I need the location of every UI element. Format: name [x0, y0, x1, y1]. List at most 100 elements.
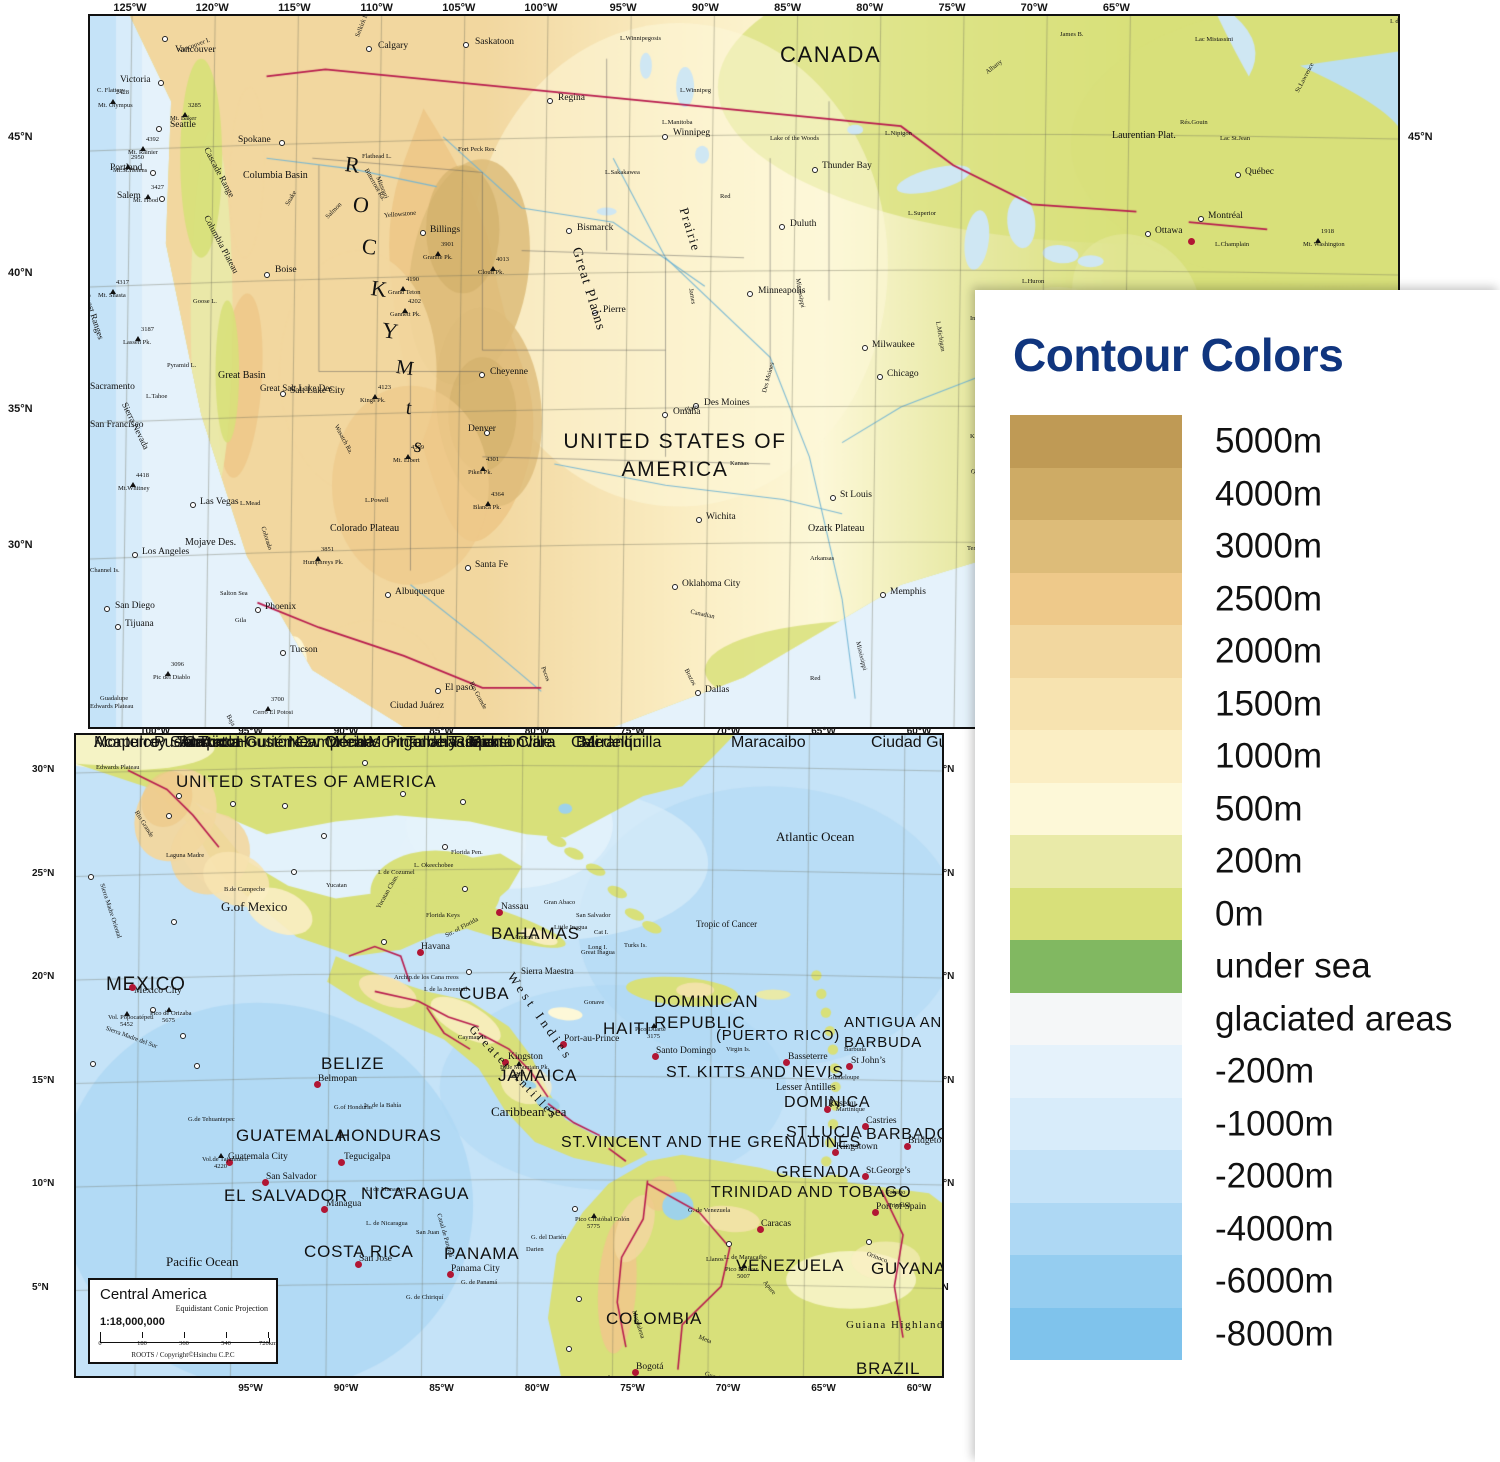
scale-tick-label: 0: [98, 1340, 102, 1347]
map-label: Chicago: [887, 369, 919, 379]
city-marker: [1198, 216, 1204, 222]
city-marker: [190, 502, 196, 508]
map-label: Tropic of Cancer: [696, 919, 758, 929]
legend-row: 1000m: [1010, 730, 1480, 783]
map-label: San Salvador: [266, 1172, 317, 1182]
longitude-label: 65°W: [1102, 2, 1130, 14]
map-label: Seattle: [170, 120, 196, 130]
city-marker: [90, 1061, 96, 1067]
map-label: I. de la Juventud: [424, 986, 467, 993]
map-label: Snake: [284, 189, 299, 207]
map-label: 4202: [408, 298, 421, 305]
map-label: L. de Managua: [366, 1186, 406, 1193]
legend-color-swatch: [1010, 835, 1182, 888]
longitude-label: 75°W: [938, 2, 966, 14]
map-label: REPUBLIC: [654, 1013, 746, 1032]
city-marker: [592, 310, 598, 316]
scale-tick: [268, 1332, 269, 1338]
map-label: Tampico: [176, 734, 236, 751]
map-label: Long I.: [588, 944, 608, 951]
longitude-label: 80°W: [524, 726, 550, 737]
map-label: Wichita: [706, 512, 736, 522]
map-label: BAHAMAS: [491, 924, 580, 943]
map-label: Red: [810, 675, 821, 682]
map-label: Pic del Diablo: [153, 674, 191, 681]
map-label: Rio Grande: [132, 809, 155, 839]
map-label: Ciudad Juárez: [390, 701, 445, 711]
map-label: Winnipeg: [673, 128, 711, 138]
legend-row: glaciated areas: [1010, 992, 1480, 1045]
map-label: Monterrey: [94, 734, 167, 751]
legend-row: -2000m: [1010, 1150, 1480, 1203]
legend-row: 3000m: [1010, 520, 1480, 573]
map-label: TRINIDAD AND TOBAGO: [711, 1184, 912, 1201]
map-label: Memphis: [890, 587, 926, 597]
map-label: Laurentian Plat.: [1112, 130, 1176, 141]
city-marker: [150, 1007, 156, 1013]
map-label: Austin: [180, 734, 225, 751]
legend-row: -200m: [1010, 1045, 1480, 1098]
map-label: I. de Cozumel: [378, 869, 415, 876]
map-label: Billings: [430, 225, 461, 235]
map-label: 5007: [737, 1273, 750, 1280]
map-label: C: [360, 233, 379, 260]
scalebox-projection: Equidistant Conic Projection: [175, 1304, 268, 1313]
peak-marker: [480, 466, 486, 471]
map-label: Mérida: [326, 734, 375, 751]
map-label: Guatemala City: [228, 1152, 288, 1162]
map-label: DOMINICA: [784, 1094, 871, 1111]
map-label: Caracas: [761, 1219, 792, 1229]
city-marker: [162, 36, 168, 42]
longitude-label: 110°W: [360, 2, 393, 14]
map-label: Jacksonville: [466, 734, 553, 751]
city-marker: [171, 919, 177, 925]
map-label: Lesser Antilles: [776, 1082, 836, 1093]
map-label: Cheyenne: [490, 367, 528, 377]
peak-marker: [1315, 238, 1321, 243]
map-label: 4317: [116, 279, 129, 286]
map-label: Salt Lake City: [290, 386, 345, 396]
map-label: HONDURAS: [338, 1126, 442, 1145]
legend-color-swatch: [1010, 1150, 1182, 1203]
map-label: Boise: [275, 265, 297, 275]
longitude-label: 85°W: [429, 1383, 454, 1394]
map-label: I. d’Anticosti: [1390, 18, 1399, 25]
city-marker: [479, 372, 485, 378]
latitude-label: 20°N: [32, 971, 55, 982]
map-label: Pyramid L.: [167, 362, 197, 369]
map-label: BRAZIL: [856, 1359, 921, 1378]
map-label: Blanca Pk.: [473, 504, 502, 511]
latitude-label: 35°N: [8, 403, 33, 415]
peak-marker: [400, 286, 406, 291]
map-label: Sierra Madre del Sur: [104, 1024, 159, 1051]
map-label: Tallahassee: [406, 734, 491, 751]
scalebox-scale: 1:18,000,000: [100, 1316, 165, 1328]
legend-label: 5000m: [1215, 421, 1323, 461]
map-label: San Salvador: [576, 912, 611, 919]
map-label: K: [369, 275, 389, 302]
city-marker: [280, 650, 286, 656]
capital-marker: [862, 1173, 869, 1180]
scale-tick: [184, 1332, 185, 1338]
map-label: Little Inagua: [554, 924, 588, 931]
map-label: Guiana Highlands: [846, 1319, 944, 1331]
map-label: Cerro El Potosi: [253, 709, 294, 716]
map-label: Salmon: [324, 201, 344, 221]
map-label: Yellowstone: [383, 209, 417, 220]
map-label: Pacific Ocean: [166, 1254, 239, 1269]
map-label: Cat I.: [594, 929, 609, 936]
map-label: Kings Pk.: [360, 397, 386, 404]
longitude-label: 65°W: [811, 726, 836, 737]
map-label: El paso: [445, 683, 474, 693]
map-label: Mt. Olympus: [98, 102, 133, 109]
peak-marker: [490, 266, 496, 271]
longitude-label: 70°W: [715, 1383, 741, 1394]
map-label: Oaxaca: [184, 734, 240, 751]
capital-marker: [1188, 238, 1195, 245]
map-label: Pierre: [603, 305, 626, 315]
city-marker: [166, 813, 172, 819]
legend-entry-list: 5000m 4000m 3000m 2500m 2000m 1500m 1000m 500m 2…: [1010, 415, 1480, 1360]
map-label: Fort Peck Res.: [458, 146, 497, 153]
map-label: L.Manitoba: [662, 119, 693, 126]
capital-marker: [862, 1123, 869, 1130]
